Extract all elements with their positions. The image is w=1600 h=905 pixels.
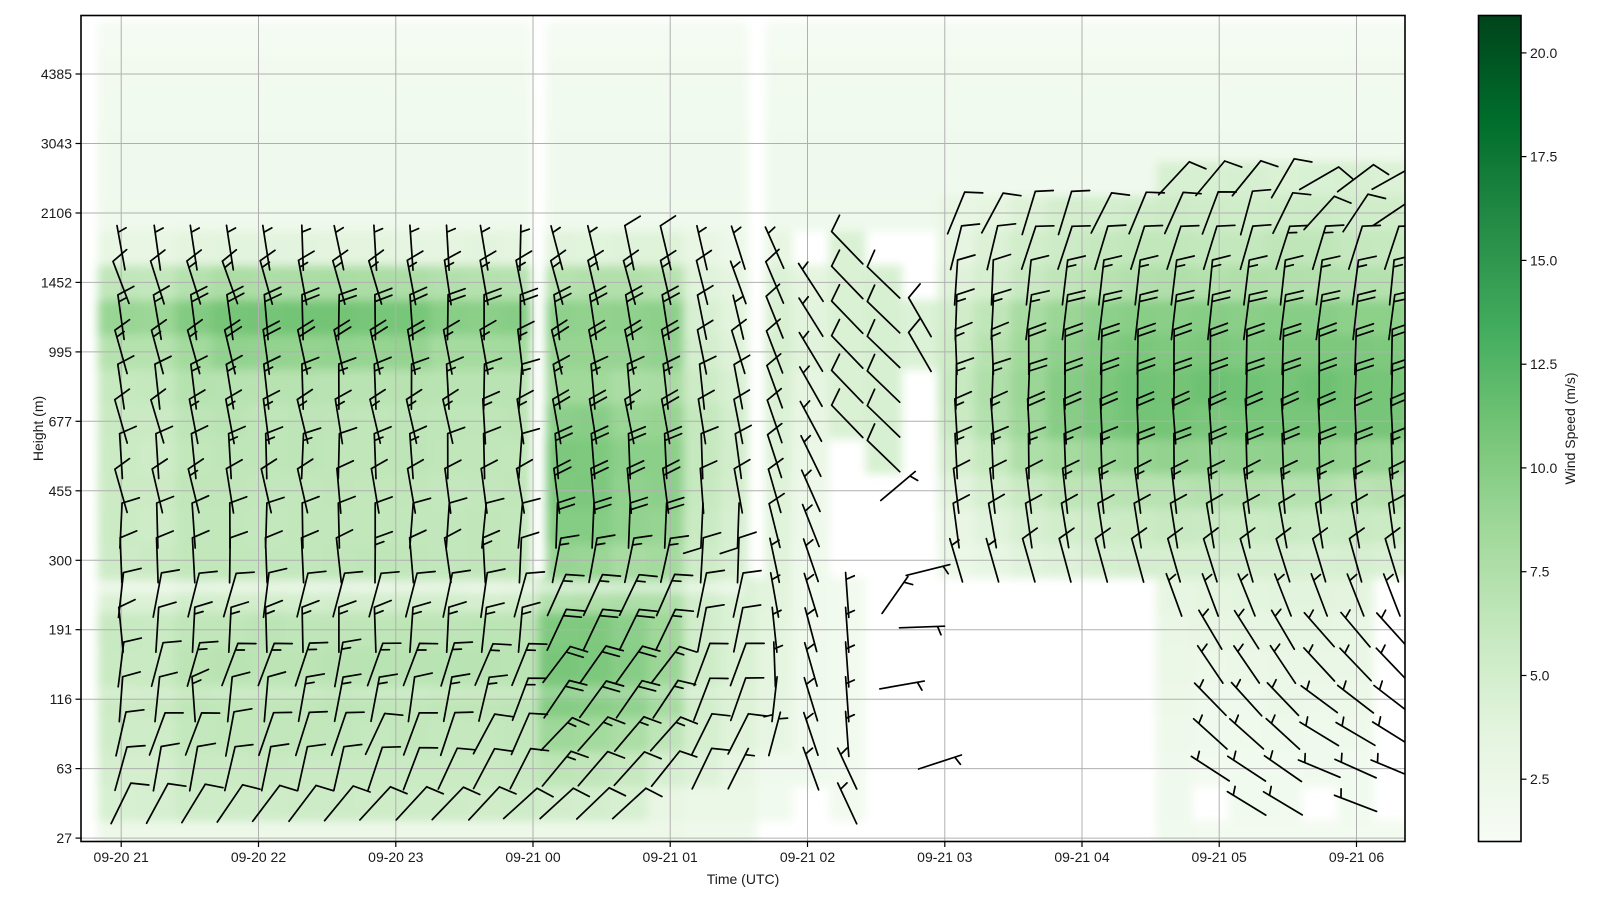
svg-text:09-20 22: 09-20 22 (231, 849, 286, 865)
svg-text:116: 116 (50, 691, 73, 707)
svg-text:Wind Speed (m/s): Wind Speed (m/s) (1562, 372, 1578, 484)
svg-text:09-20 21: 09-20 21 (94, 849, 149, 865)
svg-text:1452: 1452 (41, 274, 72, 290)
svg-text:09-21 01: 09-21 01 (643, 849, 698, 865)
svg-text:09-21 00: 09-21 00 (505, 849, 560, 865)
svg-text:300: 300 (49, 552, 73, 568)
svg-text:09-21 03: 09-21 03 (917, 849, 972, 865)
svg-text:2.5: 2.5 (1530, 771, 1550, 787)
svg-text:10.0: 10.0 (1530, 460, 1557, 476)
svg-text:12.5: 12.5 (1530, 356, 1557, 372)
svg-text:5.0: 5.0 (1530, 668, 1550, 684)
svg-text:7.5: 7.5 (1530, 564, 1550, 580)
svg-text:20.0: 20.0 (1530, 45, 1557, 61)
svg-text:Time (UTC): Time (UTC) (707, 871, 780, 887)
svg-text:09-21 02: 09-21 02 (780, 849, 835, 865)
svg-text:09-21 04: 09-21 04 (1054, 849, 1109, 865)
svg-text:3043: 3043 (41, 136, 72, 152)
svg-text:63: 63 (56, 761, 72, 777)
svg-text:677: 677 (49, 413, 73, 429)
svg-text:09-21 06: 09-21 06 (1329, 849, 1384, 865)
svg-text:Height (m): Height (m) (30, 396, 46, 461)
svg-text:191: 191 (49, 622, 73, 638)
svg-text:09-20 23: 09-20 23 (368, 849, 423, 865)
svg-text:15.0: 15.0 (1530, 252, 1557, 268)
svg-text:09-21 05: 09-21 05 (1192, 849, 1247, 865)
svg-text:455: 455 (49, 483, 73, 499)
svg-text:17.5: 17.5 (1530, 149, 1557, 165)
svg-text:4385: 4385 (41, 66, 72, 82)
svg-text:27: 27 (56, 830, 72, 846)
svg-text:2106: 2106 (41, 205, 72, 221)
svg-text:995: 995 (49, 344, 73, 360)
